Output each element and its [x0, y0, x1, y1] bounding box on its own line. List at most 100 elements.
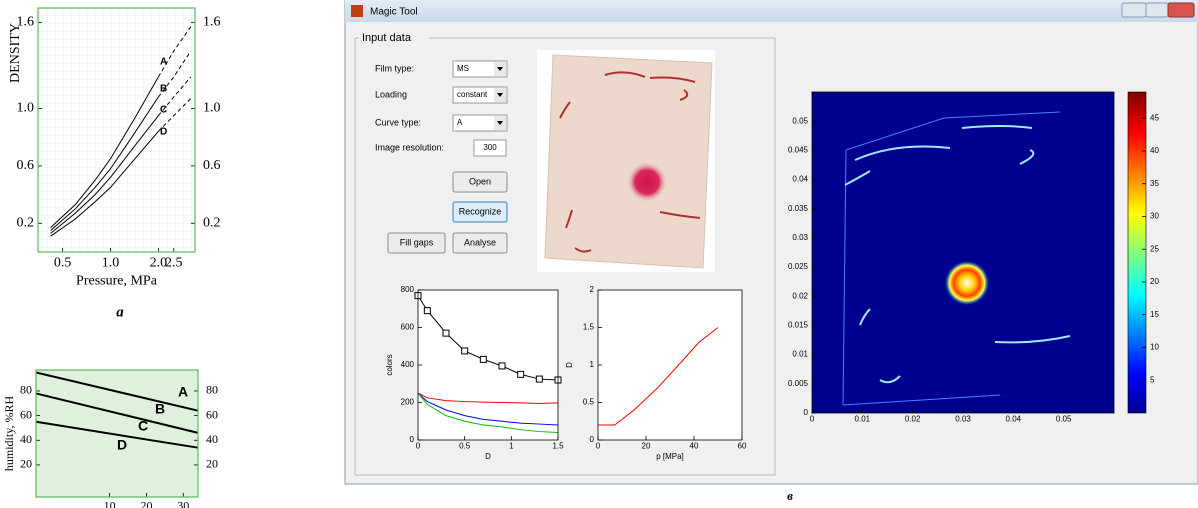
x-tick-label: 0.03: [955, 415, 971, 424]
dropdown-arrow: [497, 93, 503, 97]
plot-area: [418, 290, 558, 440]
dropdown-arrow: [497, 67, 503, 71]
region-label: D: [117, 437, 127, 453]
series-label: A: [160, 57, 167, 68]
title-bar: [345, 0, 1198, 22]
x-axis-label: Pressure, MPa: [76, 274, 158, 289]
colorbar-tick-label: 35: [1150, 179, 1159, 188]
x-tick-label: 40: [690, 442, 699, 451]
dropdown-value: MS: [457, 64, 469, 73]
film-spot: [627, 162, 667, 202]
marker: [461, 347, 469, 355]
x-tick-label: 20: [642, 442, 651, 451]
y-tick-label: 2: [590, 285, 595, 294]
x-tick-label: 0: [416, 442, 421, 451]
colorbar-tick-label: 25: [1150, 244, 1159, 253]
series-label: B: [160, 84, 167, 95]
dropdown[interactable]: [452, 114, 508, 132]
y-tick-label: 0.045: [788, 145, 809, 154]
field-label: Curve type:: [375, 117, 421, 127]
y-tick-label: 0.01: [792, 350, 808, 359]
y-tick-label: 1.5: [583, 323, 595, 332]
x-axis-label: p [MPa]: [656, 452, 684, 461]
x-tick-label: 0.02: [905, 415, 921, 424]
button-label: Analyse: [464, 237, 496, 247]
y-tick-label: 600: [401, 323, 415, 332]
y-tick-label: 0.015: [788, 321, 809, 330]
y-tick-label: 0.6: [203, 158, 221, 173]
plot-frame: [37, 7, 196, 253]
button[interactable]: [387, 232, 446, 254]
plot-frame: [417, 289, 559, 441]
y-tick-label: 0.04: [792, 175, 808, 184]
plot-area: [598, 290, 742, 440]
line: [157, 76, 192, 116]
y-axis-label: DENSITY: [8, 23, 23, 83]
dropdown[interactable]: [452, 86, 508, 104]
line: [35, 392, 199, 434]
button[interactable]: [452, 171, 508, 193]
line: [50, 115, 159, 234]
minimize-button[interactable]: [1121, 2, 1147, 18]
y-tick-label: 0.035: [788, 204, 809, 213]
line: [50, 131, 159, 237]
y-tick-label: 1.0: [17, 101, 35, 116]
button[interactable]: [452, 232, 508, 254]
line: [417, 392, 559, 426]
maximize-button[interactable]: [1145, 2, 1169, 18]
line: [35, 371, 199, 412]
x-tick-label: 0.04: [1006, 415, 1022, 424]
x-tick-label: 1: [509, 442, 514, 451]
marker: [498, 362, 506, 370]
button[interactable]: [452, 201, 508, 223]
close-button[interactable]: [1167, 2, 1195, 18]
series-label: C: [160, 105, 167, 116]
x-tick-label: 2.0: [150, 255, 168, 270]
caption: в: [787, 488, 793, 503]
dropdown[interactable]: [452, 60, 508, 78]
app-icon: [351, 5, 363, 17]
colorbar-tick-label: 10: [1150, 343, 1159, 352]
marker: [442, 329, 450, 337]
line: [157, 50, 192, 98]
card-outline: [842, 111, 1061, 406]
y-tick-label: 0.005: [788, 379, 809, 388]
y-tick-label: 20: [206, 457, 218, 471]
line: [157, 26, 192, 78]
y-tick-label: 1: [590, 360, 595, 369]
y-tick-label: 0: [590, 435, 595, 444]
heatmap-image: [812, 92, 1114, 413]
marker: [423, 307, 431, 315]
x-tick-label: 0.5: [54, 255, 72, 270]
text-input[interactable]: [473, 139, 507, 157]
y-tick-label: 0.2: [17, 216, 35, 231]
y-axis-label: Correlative: [0, 407, 3, 461]
line: [50, 96, 159, 231]
y-tick-label: 0: [804, 408, 809, 417]
x-tick-label: 20: [140, 498, 152, 508]
y-tick-label: 40: [20, 432, 32, 446]
film-card: [544, 54, 713, 269]
field-label: Image resolution:: [375, 142, 444, 152]
y-tick-label: 0: [410, 435, 415, 444]
group-label-bg: [359, 31, 429, 45]
x-tick-label: 1.5: [552, 442, 564, 451]
y-axis-label: D: [565, 362, 574, 368]
dropdown-value: A: [457, 118, 463, 127]
x-tick-label: 10: [104, 498, 116, 508]
line: [598, 327, 719, 426]
button-label: Open: [469, 176, 491, 186]
x-tick-label: 0.5: [459, 442, 471, 451]
caption: a: [116, 304, 124, 320]
film-writing: [559, 71, 701, 253]
button-label: Fill gaps: [400, 237, 434, 247]
colorbar-tick-label: 15: [1150, 310, 1159, 319]
line: [158, 98, 192, 132]
region-label: B: [155, 401, 165, 417]
plot-frame: [597, 289, 743, 441]
y-axis-label: colors: [385, 354, 394, 375]
y-tick-label: 0.02: [792, 291, 808, 300]
card-writing: [844, 125, 1071, 384]
dropdown-arrow: [497, 121, 503, 125]
